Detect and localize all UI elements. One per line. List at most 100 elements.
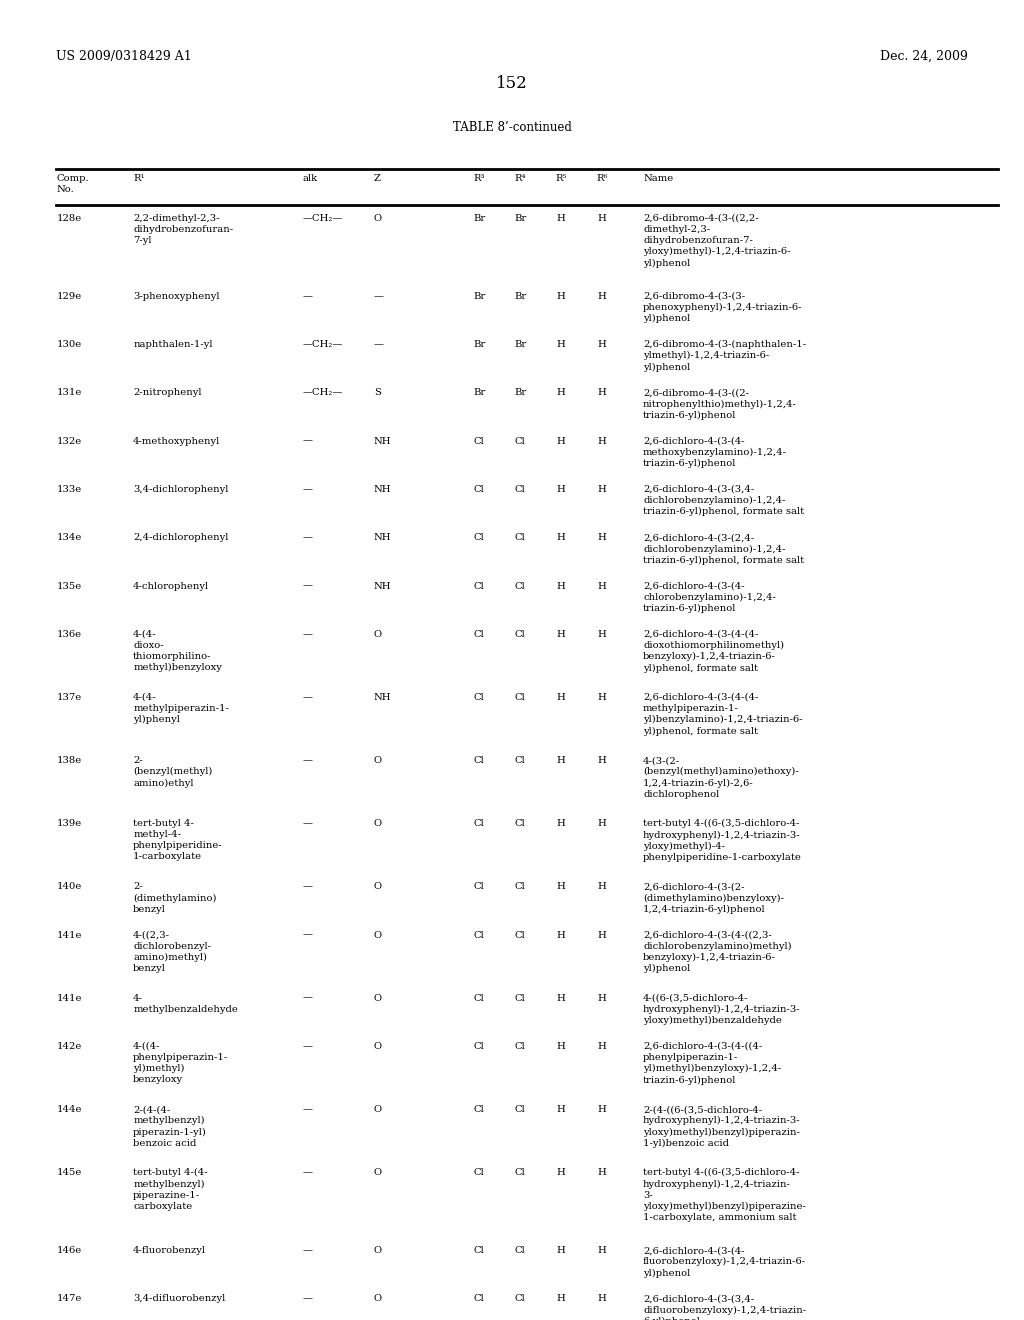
Text: tert-butyl 4-(4-
methylbenzyl)
piperazine-1-
carboxylate: tert-butyl 4-(4- methylbenzyl) piperazin… bbox=[133, 1168, 208, 1210]
Text: H: H bbox=[598, 1168, 606, 1177]
Text: —: — bbox=[302, 1168, 312, 1177]
Text: 3,4-difluorobenzyl: 3,4-difluorobenzyl bbox=[133, 1295, 225, 1303]
Text: H: H bbox=[557, 341, 565, 348]
Text: —CH₂—: —CH₂— bbox=[302, 341, 342, 348]
Text: NH: NH bbox=[374, 533, 391, 543]
Text: H: H bbox=[598, 630, 606, 639]
Text: 4-(4-
dioxo-
thiomorphilino-
methyl)benzyloxy: 4-(4- dioxo- thiomorphilino- methyl)benz… bbox=[133, 630, 222, 672]
Text: 133e: 133e bbox=[56, 484, 82, 494]
Text: Cl: Cl bbox=[515, 1041, 525, 1051]
Text: H: H bbox=[557, 214, 565, 223]
Text: H: H bbox=[598, 582, 606, 590]
Text: H: H bbox=[557, 1168, 565, 1177]
Text: Cl: Cl bbox=[515, 994, 525, 1003]
Text: H: H bbox=[598, 292, 606, 301]
Text: naphthalen-1-yl: naphthalen-1-yl bbox=[133, 341, 213, 348]
Text: H: H bbox=[557, 756, 565, 766]
Text: Cl: Cl bbox=[474, 882, 484, 891]
Text: 134e: 134e bbox=[56, 533, 82, 543]
Text: H: H bbox=[598, 341, 606, 348]
Text: Cl: Cl bbox=[515, 756, 525, 766]
Text: 131e: 131e bbox=[56, 388, 82, 397]
Text: H: H bbox=[557, 882, 565, 891]
Text: O: O bbox=[374, 1041, 382, 1051]
Text: 132e: 132e bbox=[56, 437, 82, 446]
Text: H: H bbox=[557, 582, 565, 590]
Text: H: H bbox=[557, 693, 565, 702]
Text: H: H bbox=[598, 693, 606, 702]
Text: 4-methoxyphenyl: 4-methoxyphenyl bbox=[133, 437, 220, 446]
Text: Cl: Cl bbox=[515, 1246, 525, 1255]
Text: 137e: 137e bbox=[56, 693, 82, 702]
Text: —: — bbox=[302, 820, 312, 828]
Text: alk: alk bbox=[302, 174, 317, 183]
Text: H: H bbox=[598, 1041, 606, 1051]
Text: O: O bbox=[374, 931, 382, 940]
Text: Br: Br bbox=[473, 214, 485, 223]
Text: Cl: Cl bbox=[474, 1168, 484, 1177]
Text: H: H bbox=[598, 437, 606, 446]
Text: Cl: Cl bbox=[515, 693, 525, 702]
Text: Cl: Cl bbox=[515, 1295, 525, 1303]
Text: Cl: Cl bbox=[515, 882, 525, 891]
Text: 146e: 146e bbox=[56, 1246, 82, 1255]
Text: 2,6-dichloro-4-(3-(4-
fluorobenzyloxy)-1,2,4-triazin-6-
yl)phenol: 2,6-dichloro-4-(3-(4- fluorobenzyloxy)-1… bbox=[643, 1246, 806, 1278]
Text: H: H bbox=[557, 931, 565, 940]
Text: H: H bbox=[598, 214, 606, 223]
Text: O: O bbox=[374, 994, 382, 1003]
Text: Cl: Cl bbox=[474, 533, 484, 543]
Text: Cl: Cl bbox=[515, 931, 525, 940]
Text: —: — bbox=[302, 1246, 312, 1255]
Text: 2-nitrophenyl: 2-nitrophenyl bbox=[133, 388, 202, 397]
Text: H: H bbox=[557, 292, 565, 301]
Text: H: H bbox=[557, 437, 565, 446]
Text: Cl: Cl bbox=[515, 437, 525, 446]
Text: 2-
(benzyl(methyl)
amino)ethyl: 2- (benzyl(methyl) amino)ethyl bbox=[133, 756, 213, 788]
Text: 2,6-dichloro-4-(3-(4-(4-
methylpiperazin-1-
yl)benzylamino)-1,2,4-triazin-6-
yl): 2,6-dichloro-4-(3-(4-(4- methylpiperazin… bbox=[643, 693, 803, 735]
Text: Cl: Cl bbox=[474, 1105, 484, 1114]
Text: Br: Br bbox=[514, 214, 526, 223]
Text: Br: Br bbox=[473, 388, 485, 397]
Text: —: — bbox=[302, 882, 312, 891]
Text: O: O bbox=[374, 882, 382, 891]
Text: Cl: Cl bbox=[515, 484, 525, 494]
Text: H: H bbox=[598, 882, 606, 891]
Text: H: H bbox=[557, 630, 565, 639]
Text: Cl: Cl bbox=[474, 931, 484, 940]
Text: Br: Br bbox=[514, 341, 526, 348]
Text: 2,6-dibromo-4-(3-(naphthalen-1-
ylmethyl)-1,2,4-triazin-6-
yl)phenol: 2,6-dibromo-4-(3-(naphthalen-1- ylmethyl… bbox=[643, 341, 806, 372]
Text: Cl: Cl bbox=[515, 820, 525, 828]
Text: H: H bbox=[557, 533, 565, 543]
Text: O: O bbox=[374, 756, 382, 766]
Text: 2,6-dichloro-4-(3-(4-
methoxybenzylamino)-1,2,4-
triazin-6-yl)phenol: 2,6-dichloro-4-(3-(4- methoxybenzylamino… bbox=[643, 437, 787, 469]
Text: —: — bbox=[302, 756, 312, 766]
Text: 3-phenoxyphenyl: 3-phenoxyphenyl bbox=[133, 292, 219, 301]
Text: Cl: Cl bbox=[515, 533, 525, 543]
Text: H: H bbox=[598, 533, 606, 543]
Text: —: — bbox=[302, 484, 312, 494]
Text: —: — bbox=[302, 931, 312, 940]
Text: 2,6-dibromo-4-(3-(3-
phenoxyphenyl)-1,2,4-triazin-6-
yl)phenol: 2,6-dibromo-4-(3-(3- phenoxyphenyl)-1,2,… bbox=[643, 292, 803, 323]
Text: 4-((4-
phenylpiperazin-1-
yl)methyl)
benzyloxy: 4-((4- phenylpiperazin-1- yl)methyl) ben… bbox=[133, 1041, 228, 1085]
Text: Cl: Cl bbox=[474, 1295, 484, 1303]
Text: Z: Z bbox=[374, 174, 381, 183]
Text: Cl: Cl bbox=[474, 756, 484, 766]
Text: Cl: Cl bbox=[474, 484, 484, 494]
Text: Br: Br bbox=[514, 388, 526, 397]
Text: —CH₂—: —CH₂— bbox=[302, 388, 342, 397]
Text: H: H bbox=[598, 820, 606, 828]
Text: H: H bbox=[598, 1105, 606, 1114]
Text: 4-((2,3-
dichlorobenzyl-
amino)methyl)
benzyl: 4-((2,3- dichlorobenzyl- amino)methyl) b… bbox=[133, 931, 211, 973]
Text: H: H bbox=[557, 1041, 565, 1051]
Text: 141e: 141e bbox=[56, 994, 82, 1003]
Text: Cl: Cl bbox=[474, 1246, 484, 1255]
Text: Br: Br bbox=[473, 341, 485, 348]
Text: TABLE 8’-continued: TABLE 8’-continued bbox=[453, 121, 571, 135]
Text: Cl: Cl bbox=[474, 437, 484, 446]
Text: H: H bbox=[557, 1105, 565, 1114]
Text: 2,6-dichloro-4-(3-(3,4-
dichlorobenzylamino)-1,2,4-
triazin-6-yl)phenol, formate: 2,6-dichloro-4-(3-(3,4- dichlorobenzylam… bbox=[643, 484, 804, 516]
Text: H: H bbox=[557, 388, 565, 397]
Text: R¹: R¹ bbox=[133, 174, 144, 183]
Text: Dec. 24, 2009: Dec. 24, 2009 bbox=[880, 50, 968, 63]
Text: Br: Br bbox=[514, 292, 526, 301]
